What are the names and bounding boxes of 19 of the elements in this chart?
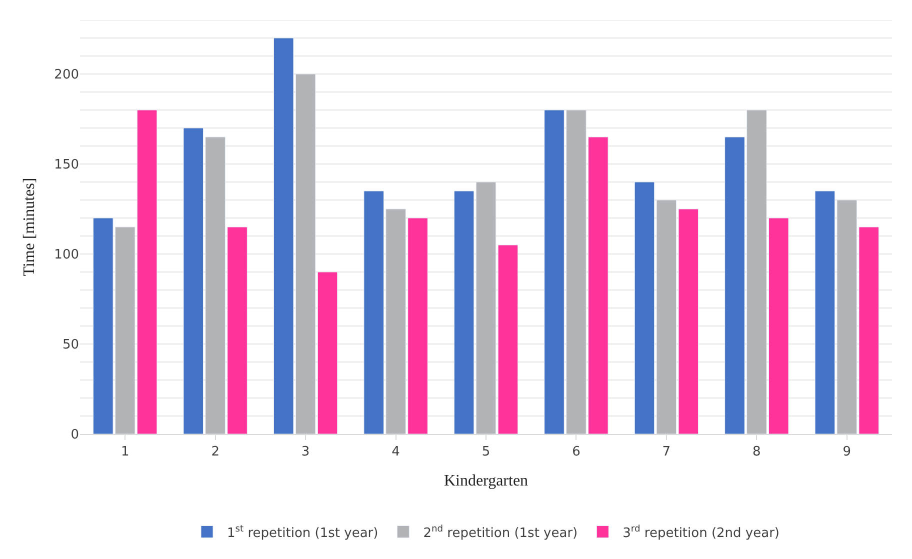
- y-tick-label: 100: [54, 248, 79, 263]
- x-axis-title: Kindergarten: [444, 472, 528, 490]
- x-tick-label: 1: [120, 444, 130, 460]
- y-tick-label: 150: [54, 158, 79, 173]
- x-tick-label: 8: [752, 444, 761, 460]
- x-tick-label: 4: [392, 444, 400, 460]
- x-tick-label: 3: [301, 444, 310, 460]
- legend-label: 2$^{nd}$ repetition (1st year): [423, 524, 578, 541]
- x-tick-label: 7: [662, 444, 671, 460]
- x-tick-label: 2: [211, 444, 220, 460]
- y-tick-label: 200: [54, 68, 79, 83]
- y-axis-title: Time [minutes]: [21, 178, 38, 276]
- y-tick-label: 0: [70, 428, 79, 443]
- y-tick-label: 50: [62, 338, 79, 353]
- legend-label: 3$^{rd}$ repetition (2nd year): [622, 524, 780, 541]
- x-tick-label: 5: [482, 444, 490, 460]
- x-tick-label: 6: [572, 444, 580, 460]
- x-tick-label: 9: [842, 444, 852, 460]
- legend-label: 1$^{st}$ repetition (1st year): [227, 524, 378, 541]
